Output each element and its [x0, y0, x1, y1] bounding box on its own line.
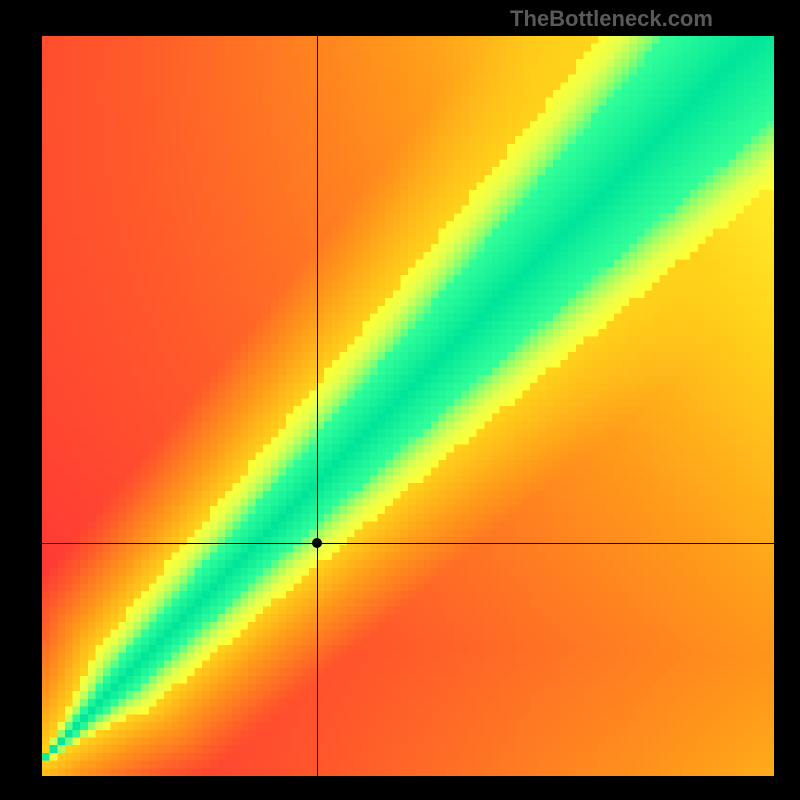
plot-area: [42, 36, 774, 776]
crosshair-marker: [312, 538, 322, 548]
watermark-text: TheBottleneck.com: [510, 6, 713, 32]
crosshair-vertical: [317, 36, 318, 776]
crosshair-horizontal: [42, 543, 774, 544]
bottleneck-heatmap: [42, 36, 774, 776]
chart-frame: TheBottleneck.com: [0, 0, 800, 800]
